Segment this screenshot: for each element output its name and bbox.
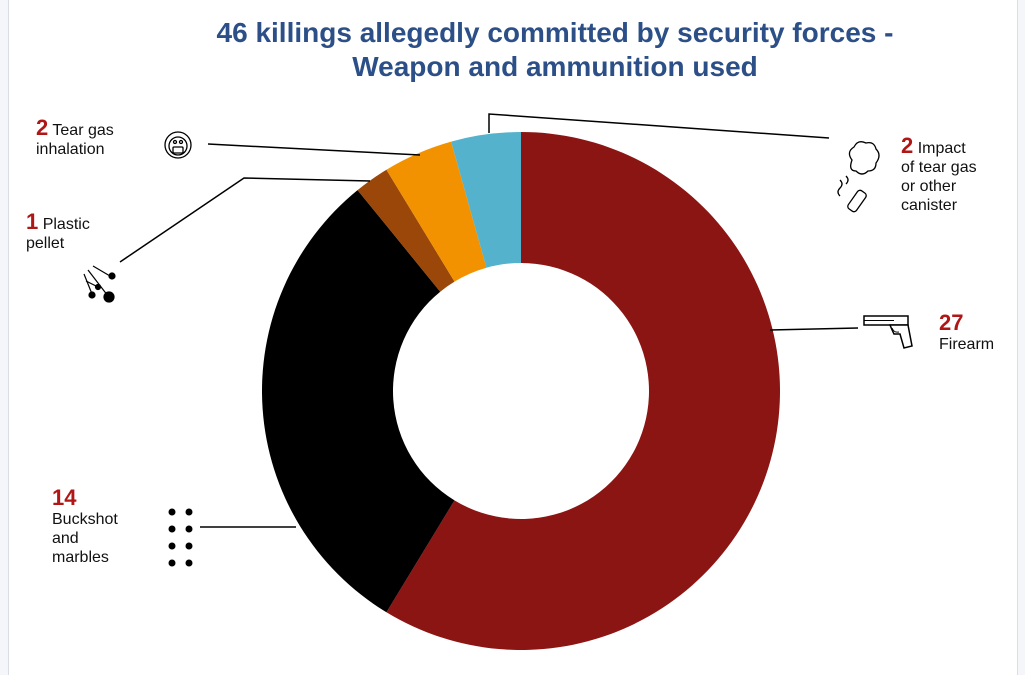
text-teargas-2: inhalation xyxy=(36,141,105,158)
leader-line-canister xyxy=(488,113,830,139)
label-pellet: 1 Plastic pellet xyxy=(26,209,90,253)
value-canister: 2 xyxy=(901,133,914,158)
chart-title-line1: 46 killings allegedly committed by secur… xyxy=(216,17,894,48)
text-canister-4: canister xyxy=(901,197,958,214)
chart-title-line2: Weapon and ammunition used xyxy=(352,51,758,82)
buckshot-dots-icon xyxy=(168,508,193,567)
value-pellet: 1 xyxy=(26,209,39,234)
text-canister-1: Impact xyxy=(913,140,966,157)
gas-mask-icon xyxy=(164,131,192,159)
value-buckshot: 14 xyxy=(52,485,77,510)
text-pellet-1: Plastic xyxy=(38,216,90,233)
label-firearm: 27 Firearm xyxy=(939,310,995,354)
canister-icon xyxy=(837,141,880,213)
slice-buckshot-and-marbles xyxy=(262,190,455,613)
text-teargas-1: Tear gas xyxy=(48,122,114,139)
label-canister: 2 Impact of tear gas or other canister xyxy=(901,133,977,215)
label-buckshot: 14 Buckshot and marbles xyxy=(52,485,118,567)
leader-line-teargas xyxy=(207,143,421,156)
value-teargas: 2 xyxy=(36,115,49,140)
slice-firearm xyxy=(386,132,781,650)
slice-impact-of-tear-gas-or-other-canister xyxy=(451,132,521,268)
slice-tear-gas-inhalation xyxy=(386,141,487,282)
text-pellet-2: pellet xyxy=(26,235,65,252)
text-canister-3: or other xyxy=(901,178,957,195)
leader-line-pellet xyxy=(119,177,371,263)
leader-lines xyxy=(119,113,859,528)
text-firearm: Firearm xyxy=(939,336,995,353)
donut-slices xyxy=(262,132,781,650)
label-teargas: 2 Tear gas inhalation xyxy=(36,115,114,159)
value-firearm: 27 xyxy=(939,310,964,335)
pistol-icon xyxy=(863,315,913,349)
text-buckshot-2: and xyxy=(52,530,79,547)
text-canister-2: of tear gas xyxy=(901,159,977,176)
slice-plastic-pellet xyxy=(357,169,455,292)
text-buckshot-3: marbles xyxy=(52,549,109,566)
text-buckshot-1: Buckshot xyxy=(52,511,118,528)
leader-line-firearm xyxy=(769,327,859,331)
pellet-spray-icon xyxy=(83,265,116,303)
